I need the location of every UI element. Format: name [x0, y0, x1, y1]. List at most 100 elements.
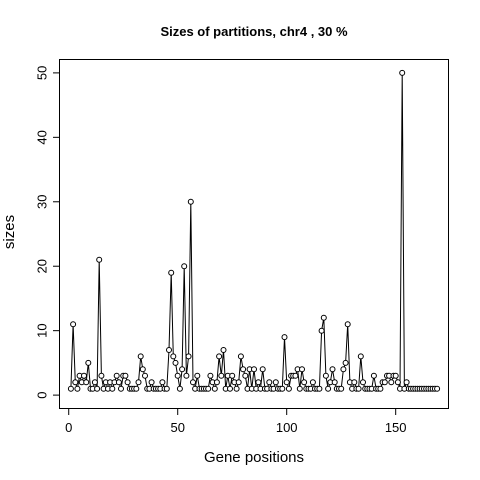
data-point: [251, 366, 257, 373]
x-axis: 0 50 100 150: [65, 408, 407, 435]
data-point: [118, 385, 124, 392]
data-point: [113, 372, 120, 379]
data-point: [229, 372, 236, 379]
data-point: [399, 69, 406, 76]
data-point: [176, 385, 183, 392]
data-point: [91, 379, 98, 386]
data-point: [139, 366, 146, 373]
data-point: [434, 385, 441, 392]
data-point: [325, 385, 332, 392]
data-point: [255, 379, 262, 386]
data-point: [137, 353, 144, 360]
data-point: [70, 321, 77, 328]
data-point: [187, 198, 194, 205]
data-point: [216, 353, 223, 360]
data-point: [94, 385, 101, 392]
data-point: [142, 372, 148, 379]
x-axis-label: Gene positions: [204, 449, 304, 466]
y-tick-label: 30: [34, 195, 49, 209]
data-point: [340, 366, 347, 373]
data-point: [377, 385, 384, 392]
data-point: [299, 366, 305, 373]
data-point: [403, 379, 410, 386]
data-point: [96, 256, 103, 263]
data-point: [309, 379, 316, 386]
data-point: [185, 353, 192, 360]
data-point: [351, 379, 358, 386]
data-point: [124, 379, 131, 386]
y-tick-label: 10: [34, 323, 49, 337]
data-point: [190, 379, 196, 386]
x-tick-label: 100: [276, 420, 298, 435]
data-point: [179, 366, 186, 373]
y-tick-label: 50: [34, 66, 49, 80]
data-point: [213, 379, 220, 386]
series-group: [67, 69, 441, 392]
data-point: [360, 379, 366, 386]
data-point: [83, 379, 90, 386]
plot-frame: [59, 59, 449, 409]
data-point: [316, 385, 323, 392]
data-point: [357, 353, 364, 360]
data-point: [122, 372, 129, 379]
data-point: [259, 366, 266, 373]
data-point: [205, 385, 212, 392]
data-point: [159, 379, 166, 386]
data-point: [318, 327, 325, 334]
data-point: [74, 385, 81, 392]
data-point: [301, 379, 308, 386]
data-point: [292, 372, 299, 379]
data-point: [329, 366, 336, 373]
data-point: [181, 263, 188, 270]
data-point: [98, 372, 105, 379]
data-point: [168, 269, 175, 276]
data-point: [237, 353, 244, 360]
y-tick-label: 0: [34, 391, 49, 398]
y-axis: 0 10 20 30 40 50: [34, 66, 60, 399]
data-point: [285, 385, 292, 392]
y-tick-label: 20: [34, 259, 49, 273]
data-point: [207, 372, 214, 379]
data-point: [388, 379, 395, 386]
data-point: [194, 372, 201, 379]
data-point: [240, 366, 247, 373]
data-point: [320, 314, 327, 321]
data-point: [338, 385, 345, 392]
data-point: [322, 372, 329, 379]
data-point: [170, 353, 177, 360]
y-axis-label: sizes: [1, 215, 18, 249]
data-point: [233, 385, 240, 392]
x-tick-label: 0: [65, 420, 72, 435]
data-point: [394, 379, 401, 386]
data-point: [355, 385, 362, 392]
data-point: [172, 359, 179, 366]
data-point: [220, 347, 227, 353]
data-point: [109, 385, 116, 392]
data-point: [283, 379, 290, 386]
data-point: [392, 372, 399, 379]
data-point: [331, 379, 338, 386]
data-point: [227, 385, 233, 392]
data-point: [242, 372, 249, 379]
data-point: [235, 379, 242, 386]
data-point: [381, 379, 388, 386]
data-point: [344, 321, 351, 328]
data-point: [279, 385, 286, 392]
data-point: [135, 379, 142, 386]
data-point: [85, 359, 92, 366]
data-point: [174, 372, 181, 379]
data-point: [163, 385, 170, 392]
x-tick-label: 150: [385, 420, 407, 435]
data-point: [166, 347, 172, 353]
x-tick-label: 50: [170, 420, 184, 435]
data-point: [281, 334, 288, 341]
data-point: [133, 385, 140, 392]
data-point: [296, 385, 303, 392]
data-point: [266, 379, 273, 386]
data-point: [342, 359, 349, 366]
y-tick-label: 40: [34, 130, 49, 144]
data-point: [211, 385, 218, 392]
data-point: [115, 379, 122, 386]
